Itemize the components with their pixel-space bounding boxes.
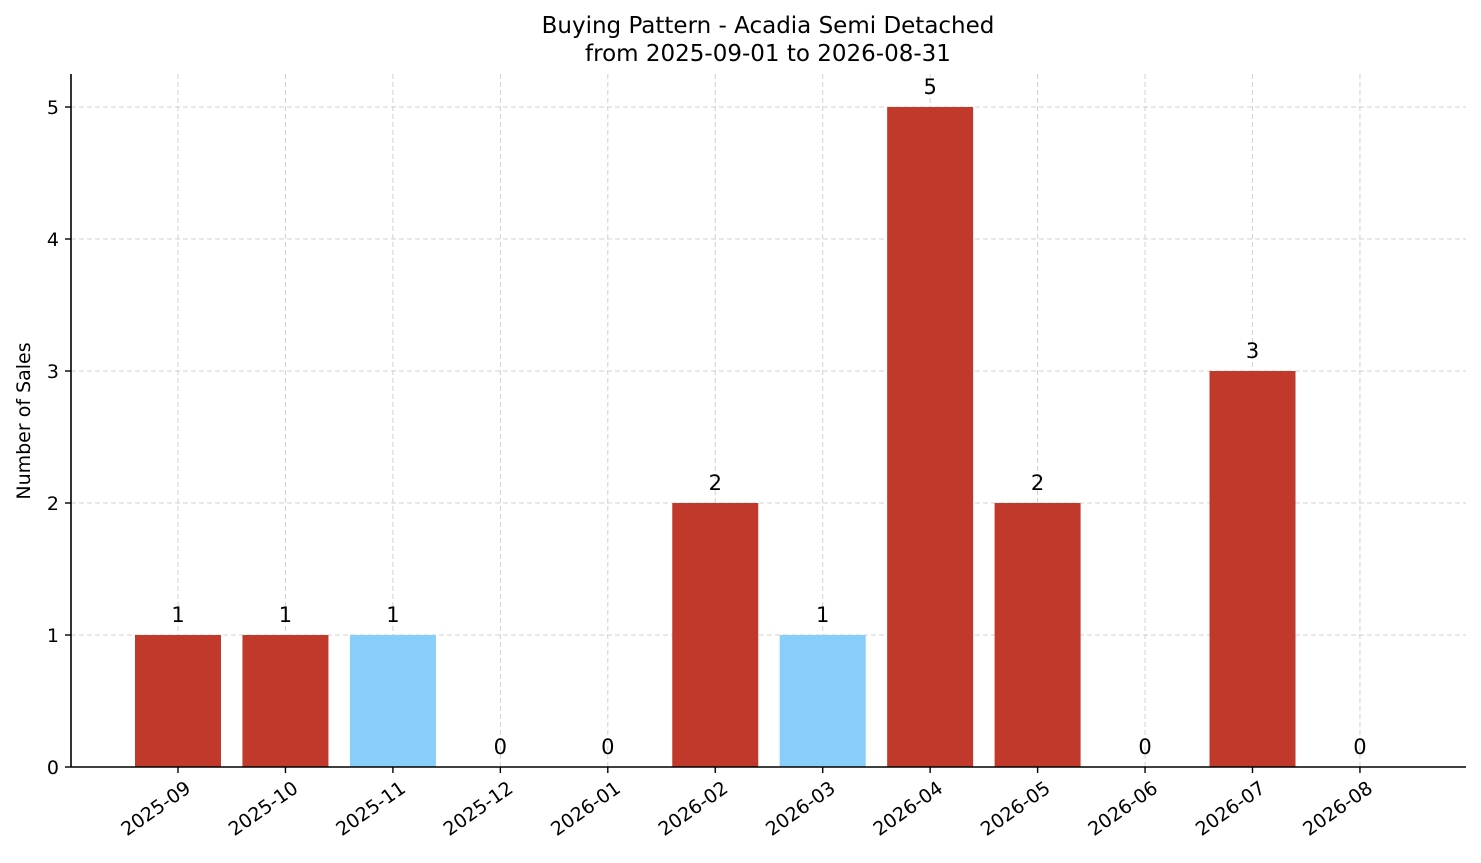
bars bbox=[135, 107, 1296, 767]
bar bbox=[994, 503, 1081, 767]
x-tick-label: 2025-12 bbox=[440, 777, 518, 841]
x-tick-label: 2026-07 bbox=[1192, 777, 1270, 841]
bar-value-label: 0 bbox=[601, 735, 614, 759]
x-tick-label: 2026-02 bbox=[654, 777, 732, 841]
x-tick-label: 2025-09 bbox=[117, 777, 195, 841]
x-tick-label: 2026-08 bbox=[1299, 777, 1377, 841]
x-tick-label: 2026-01 bbox=[547, 777, 625, 841]
bar-value-label: 1 bbox=[171, 603, 184, 627]
y-tick-label: 5 bbox=[47, 97, 59, 119]
bar bbox=[672, 503, 759, 767]
bar-value-label: 5 bbox=[923, 75, 936, 99]
bar-value-labels: 1 1 1 0 0 2 1 5 2 0 3 0 bbox=[171, 75, 1366, 759]
bar-value-label: 3 bbox=[1246, 339, 1259, 363]
bar-value-label: 1 bbox=[816, 603, 829, 627]
y-tick-label: 3 bbox=[47, 361, 59, 383]
bar-value-label: 0 bbox=[494, 735, 507, 759]
bar-value-label: 1 bbox=[386, 603, 399, 627]
x-tick-label: 2025-11 bbox=[332, 777, 410, 841]
bar bbox=[887, 107, 974, 767]
bar-value-label: 2 bbox=[709, 471, 722, 495]
bar-value-label: 0 bbox=[1138, 735, 1151, 759]
x-tick-label: 2026-04 bbox=[869, 777, 947, 841]
x-tick-label: 2026-05 bbox=[977, 777, 1055, 841]
bar bbox=[1209, 371, 1296, 767]
bar bbox=[779, 635, 866, 767]
chart-title: Buying Pattern - Acadia Semi Detached bbox=[542, 13, 995, 39]
bar bbox=[349, 635, 436, 767]
axes bbox=[65, 74, 1466, 773]
x-tick-label: 2025-10 bbox=[225, 777, 303, 841]
y-tick-label: 1 bbox=[47, 625, 59, 647]
x-tick-label: 2026-06 bbox=[1084, 777, 1162, 841]
x-tick-label: 2026-03 bbox=[762, 777, 840, 841]
y-axis-title: Number of Sales bbox=[13, 342, 35, 499]
y-tick-label: 0 bbox=[47, 757, 59, 779]
bar bbox=[135, 635, 221, 767]
chart-subtitle: from 2025-09-01 to 2026-08-31 bbox=[585, 41, 951, 67]
y-tick-label: 4 bbox=[47, 229, 59, 251]
bar-value-label: 0 bbox=[1353, 735, 1366, 759]
bar-value-label: 2 bbox=[1031, 471, 1044, 495]
bar-value-label: 1 bbox=[279, 603, 292, 627]
bar bbox=[242, 635, 329, 767]
y-tick-label: 2 bbox=[47, 493, 59, 515]
